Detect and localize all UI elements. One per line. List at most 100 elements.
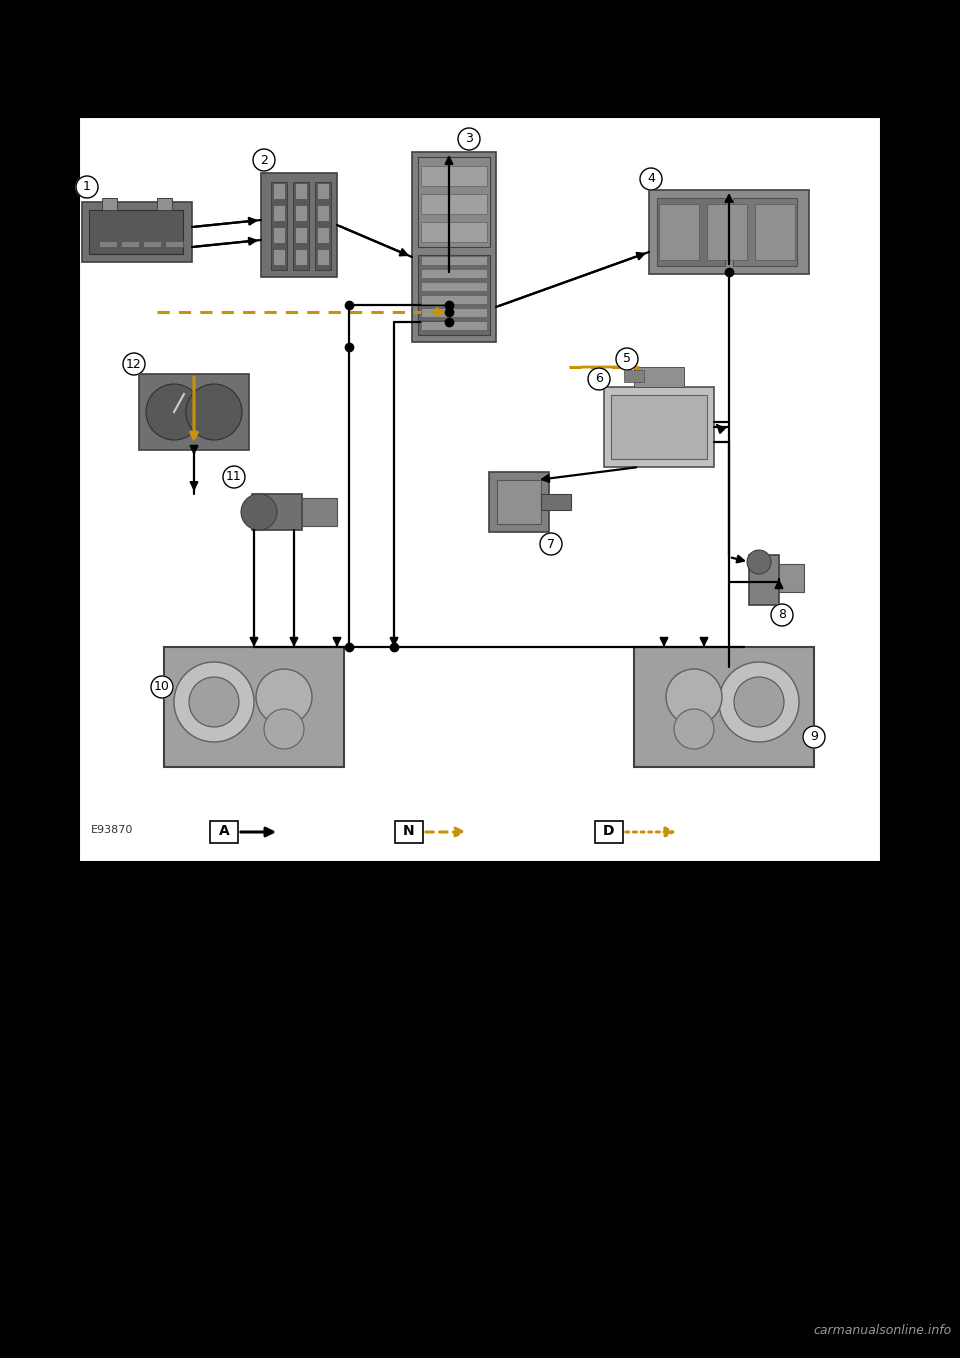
Bar: [317, 183, 329, 200]
Text: 11: 11: [227, 470, 242, 483]
Bar: [421, 320, 487, 330]
Circle shape: [588, 368, 610, 390]
Text: D: D: [603, 824, 614, 838]
Bar: [210, 822, 238, 843]
Bar: [317, 227, 329, 243]
Circle shape: [76, 177, 98, 198]
Bar: [421, 166, 487, 186]
Bar: [121, 240, 139, 247]
Circle shape: [674, 709, 714, 750]
Bar: [317, 249, 329, 265]
Bar: [102, 198, 117, 210]
Bar: [421, 269, 487, 278]
Circle shape: [803, 727, 825, 748]
Circle shape: [146, 384, 202, 440]
Bar: [659, 204, 699, 259]
Bar: [421, 308, 487, 316]
Bar: [418, 158, 490, 247]
Text: 9: 9: [810, 731, 818, 743]
Bar: [89, 210, 183, 254]
Circle shape: [264, 709, 304, 750]
Circle shape: [666, 669, 722, 725]
Bar: [749, 555, 779, 606]
Text: carmanualsonline.info: carmanualsonline.info: [814, 1324, 952, 1336]
Circle shape: [256, 669, 312, 725]
Bar: [657, 198, 725, 266]
Bar: [157, 198, 172, 210]
Text: 2: 2: [260, 153, 268, 167]
Circle shape: [223, 466, 245, 488]
Circle shape: [640, 168, 662, 190]
Circle shape: [616, 348, 638, 369]
Bar: [273, 205, 285, 221]
Circle shape: [540, 532, 562, 555]
Bar: [412, 152, 496, 342]
Circle shape: [123, 353, 145, 375]
Bar: [779, 564, 804, 592]
Bar: [421, 295, 487, 304]
Text: E93870: E93870: [91, 826, 133, 835]
Circle shape: [747, 550, 771, 574]
Circle shape: [174, 661, 254, 741]
Bar: [273, 227, 285, 243]
Bar: [421, 257, 487, 265]
Bar: [624, 369, 644, 382]
Bar: [634, 646, 814, 767]
Bar: [164, 646, 344, 767]
Bar: [82, 202, 192, 262]
Text: 8: 8: [778, 608, 786, 622]
Bar: [79, 117, 881, 862]
Circle shape: [734, 678, 784, 727]
Bar: [295, 249, 307, 265]
Text: 6: 6: [595, 372, 603, 386]
Circle shape: [771, 604, 793, 626]
Bar: [295, 227, 307, 243]
Bar: [139, 373, 249, 449]
Text: 7: 7: [547, 538, 555, 550]
Bar: [604, 387, 714, 467]
Text: A: A: [219, 824, 229, 838]
Bar: [421, 282, 487, 291]
Circle shape: [458, 128, 480, 149]
Circle shape: [241, 494, 277, 530]
Text: 1: 1: [84, 181, 91, 193]
Bar: [252, 494, 302, 530]
Bar: [595, 822, 623, 843]
Bar: [649, 190, 809, 274]
Text: 4: 4: [647, 172, 655, 186]
Bar: [295, 183, 307, 200]
Bar: [295, 205, 307, 221]
Bar: [273, 249, 285, 265]
Bar: [489, 473, 549, 532]
Circle shape: [253, 149, 275, 171]
Bar: [261, 172, 337, 277]
Bar: [707, 204, 747, 259]
Circle shape: [151, 676, 173, 698]
Bar: [421, 194, 487, 215]
Text: 3: 3: [465, 133, 473, 145]
Text: N: N: [403, 824, 415, 838]
Bar: [421, 221, 487, 242]
Circle shape: [186, 384, 242, 440]
Text: 12: 12: [126, 357, 142, 371]
Bar: [541, 494, 571, 511]
Bar: [418, 255, 490, 335]
Bar: [273, 183, 285, 200]
Bar: [611, 395, 707, 459]
Bar: [733, 198, 797, 266]
Text: 10: 10: [154, 680, 170, 694]
Bar: [315, 182, 331, 270]
Bar: [317, 205, 329, 221]
Text: 5: 5: [623, 353, 631, 365]
Bar: [497, 479, 541, 524]
Bar: [302, 498, 337, 526]
Bar: [165, 240, 183, 247]
Bar: [634, 367, 684, 387]
Bar: [99, 240, 117, 247]
Bar: [755, 204, 795, 259]
Bar: [293, 182, 309, 270]
Circle shape: [189, 678, 239, 727]
Circle shape: [719, 661, 799, 741]
Bar: [143, 240, 161, 247]
Bar: [395, 822, 423, 843]
